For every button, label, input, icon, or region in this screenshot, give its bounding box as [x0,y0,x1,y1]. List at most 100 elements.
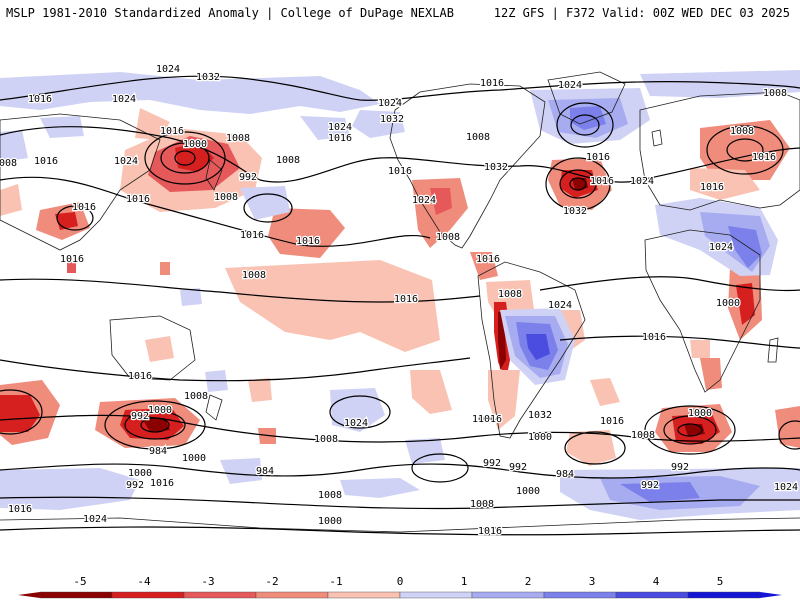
colorbar-segment [183,591,257,599]
isobar-label: 1024 [630,176,654,187]
isobar-label: 1008 [730,126,754,137]
colorbar: -5 -4 -3 -2 -1 0 1 2 3 4 5 [0,570,800,600]
isobar-label: 1000 [128,468,152,479]
isobar-label: 1024 [378,98,402,109]
isobar-label: 1024 [114,156,138,167]
isobar-label: 1032 [484,162,508,173]
isobar-label: 984 [149,446,167,457]
isobar-label: 1016 [34,156,58,167]
isobar-label: 1032 [528,410,552,421]
isobar-label: 1000 [516,486,540,497]
colorbar-max-arrow [760,592,782,598]
colorbar-segment [687,591,761,599]
isobar-label: 1024 [156,64,180,75]
isobar-label: 1008 [184,391,208,402]
colorbar-tick-label: 3 [589,575,596,588]
isobar-label: 1008 [763,88,787,99]
isobar-label: 984 [256,466,274,477]
colorbar-tick-label: 2 [525,575,532,588]
colorbar-min-arrow [18,592,40,598]
isobar-label: 1016 [480,78,504,89]
colorbar-canvas: -5 -4 -3 -2 -1 0 1 2 3 4 5 [18,575,782,599]
isobar-label: 1016 [478,526,502,537]
isobar-label: 1016 [700,182,724,193]
isobar-label: 1008 [470,499,494,510]
isobar-label: 1016 [296,236,320,247]
colorbar-tick-label: -5 [73,575,86,588]
colorbar-tick-label: -3 [201,575,214,588]
isobar-label: 992 [509,462,527,473]
isobar-label: 1024 [112,94,136,105]
isobar-label: 984 [556,469,574,480]
colorbar-tick-label: -2 [265,575,278,588]
isobar-label: 1008 [436,232,460,243]
isobar-label: 1008 [318,490,342,501]
isobar-label: 1000 [148,405,172,416]
isobar-label: 992 [641,480,659,491]
isobar-label: 1016 [128,371,152,382]
isobar-label: 1024 [709,242,733,253]
isobar-label: 1000 [688,408,712,419]
isobar-label: 1008 [0,158,17,169]
isobar-label: 1024 [328,122,352,133]
isobar-label: 1016 [126,194,150,205]
isobar-label: 1016 [600,416,624,427]
isobar-label: 1008 [631,430,655,441]
isobar-label: 1000 [183,139,207,150]
isobar-label: 1024 [548,300,572,311]
isobar-label: 1016 [60,254,84,265]
isobar-label: 1016 [28,94,52,105]
coast-eurasia [639,91,800,211]
coast-antarctica [0,517,800,533]
isobar-label: 1008 [466,132,490,143]
isobar-label: 1016 [150,478,174,489]
isobar-label: 1008 [214,192,238,203]
isobar-label: 1008 [242,270,266,281]
isobar-label: 992 [239,172,257,183]
isobar-label: 1032 [196,72,220,83]
map-title: MSLP 1981-2010 Standardized Anomaly | Co… [6,6,454,20]
coast-asia-west-wrap [0,113,161,251]
coast-new-zealand [205,394,223,421]
isobar-label: 1008 [276,155,300,166]
coast-africa [644,229,761,393]
colorbar-segment [399,591,473,599]
isobar-label: 992 [131,411,149,422]
isobar-label: 1008 [226,133,250,144]
isobar-label: 1016 [478,414,502,425]
coast-madagascar [767,337,779,363]
isobar-label: 1016 [160,126,184,137]
model-valid-time: 12Z GFS | F372 Valid: 00Z WED DEC 03 202… [493,6,790,20]
isobar-label: 1016 [476,254,500,265]
colorbar-tick-label: 0 [397,575,404,588]
isobar-label: 1032 [563,206,587,217]
anomaly-map: 1024 1032 1024 1016 1008 1000 992 1024 1032 1016 1… [0,40,800,560]
isobar-contours [0,75,800,536]
colorbar-tick-label: 1 [461,575,468,588]
isobar-label: 1024 [344,418,368,429]
colorbar-tick-label: 4 [653,575,660,588]
isobar-label: 1016 [388,166,412,177]
isobar-label: 1008 [498,289,522,300]
isobar-label: 1000 [528,432,552,443]
isobar-label: 1016 [590,176,614,187]
coast-south-america [477,261,586,439]
colorbar-segment [615,591,689,599]
colorbar-segment [39,591,113,599]
colorbar-segment [255,591,329,599]
isobar-label: 992 [126,480,144,491]
colorbar-segment [111,591,185,599]
isobar-label: 992 [483,458,501,469]
isobar-label: 1024 [83,514,107,525]
isobar-label: 1016 [328,133,352,144]
colorbar-segment [543,591,617,599]
colorbar-tick-label: 5 [717,575,724,588]
isobar-label: 1000 [716,298,740,309]
isobar-label: 1016 [72,202,96,213]
isobar-label: 1008 [314,434,338,445]
positive-anomaly-shading [0,70,800,520]
isobar-label: 1016 [472,414,496,425]
colorbar-segment [471,591,545,599]
coast-uk [651,129,663,147]
